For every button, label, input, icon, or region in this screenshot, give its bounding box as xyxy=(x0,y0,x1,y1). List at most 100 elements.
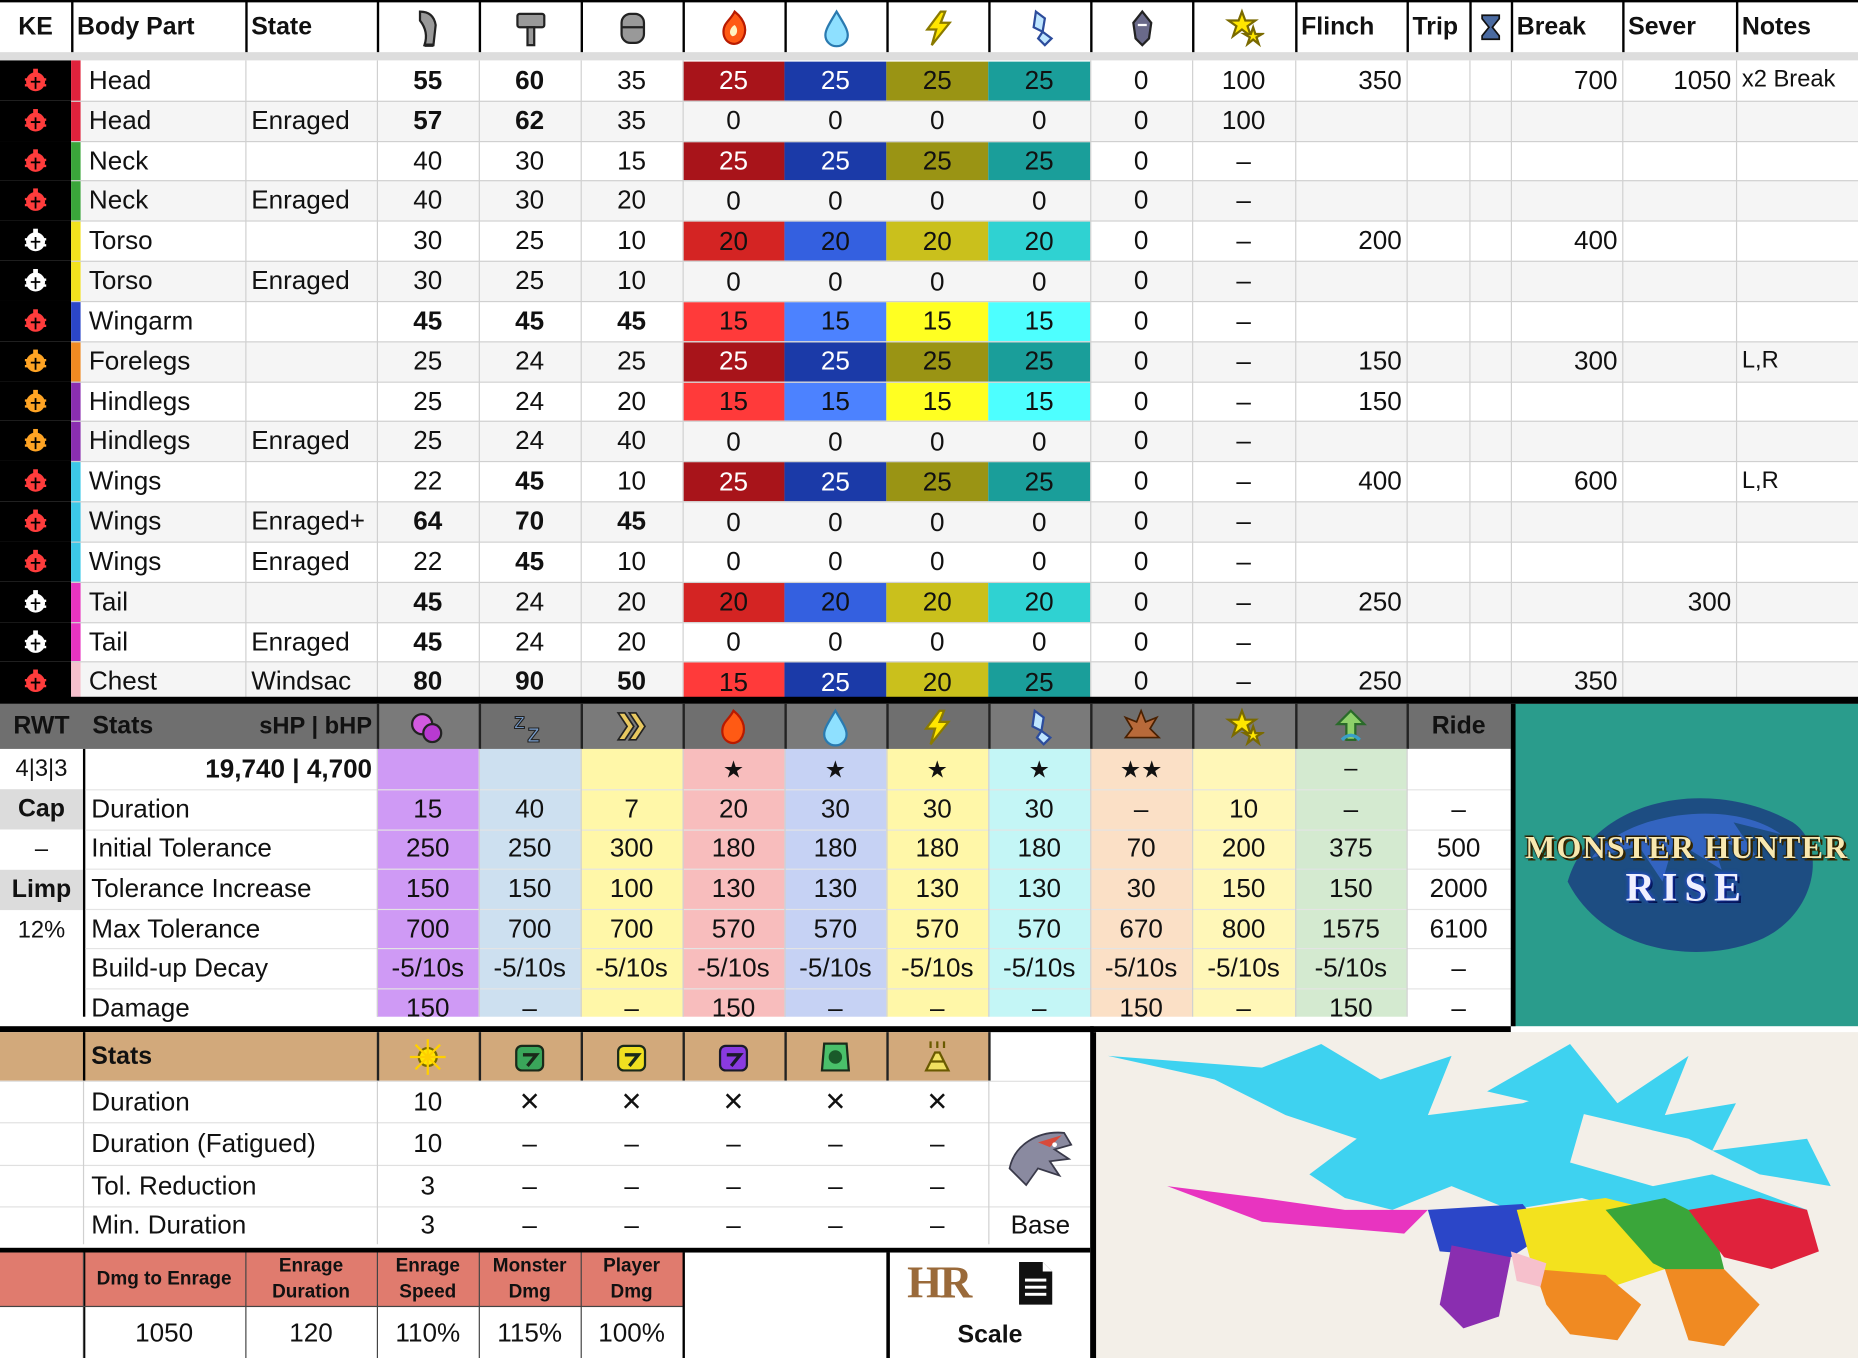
part-state: Enraged xyxy=(251,546,350,576)
blunt-value: 30 xyxy=(515,185,545,215)
trap-stat-value: ✕ xyxy=(620,1086,643,1116)
hourglass-value xyxy=(1469,381,1510,421)
stat-value: 130 xyxy=(711,873,756,903)
notes-value: L,R xyxy=(1741,467,1779,494)
weakness-indicator xyxy=(0,220,72,261)
shot-value: 45 xyxy=(617,506,647,536)
sever-threshold xyxy=(1622,101,1736,141)
trap-stat-value: 10 xyxy=(413,1128,443,1158)
sever-value: 25 xyxy=(413,425,443,456)
header-col-divider xyxy=(784,0,787,53)
stat-value: -5/10s xyxy=(493,952,566,983)
enrage-header: Enrage Duration xyxy=(272,1256,351,1303)
grid-line xyxy=(1510,60,1512,702)
trap-stat-value: – xyxy=(726,1170,741,1200)
hp-label: sHP | bHP xyxy=(259,712,373,739)
trip-value xyxy=(1407,301,1470,341)
hourglass-value xyxy=(1469,181,1510,221)
shot-value: 10 xyxy=(617,225,647,256)
stat-value: -5/10s xyxy=(1104,952,1178,983)
stat-value: 800 xyxy=(1221,913,1266,943)
sever-icon xyxy=(379,4,479,51)
fire-icon xyxy=(685,4,785,51)
stat-value: 570 xyxy=(813,913,858,943)
blunt-value: 45 xyxy=(515,465,545,496)
shock-trap-icon xyxy=(479,1032,581,1081)
grid-line xyxy=(85,988,1511,990)
grid-line xyxy=(580,748,582,1017)
header-col-divider xyxy=(886,703,889,749)
trip-value xyxy=(1407,622,1470,662)
trip-value xyxy=(1407,541,1470,581)
sever-value: 80 xyxy=(413,666,443,696)
stat-value: – xyxy=(1451,992,1466,1023)
trap-stat-label: Duration xyxy=(91,1086,190,1116)
header-notes: Notes xyxy=(1741,13,1812,41)
stat-value: 500 xyxy=(1436,833,1481,864)
thunder-value: 20 xyxy=(886,662,989,702)
stat-value: 150 xyxy=(507,873,552,903)
ke-red-icon xyxy=(24,469,47,493)
header-col-divider xyxy=(988,0,991,53)
sever-threshold: 1050 xyxy=(1673,65,1732,95)
notes-value: L,R xyxy=(1741,347,1779,374)
ke-red-icon xyxy=(24,669,47,693)
header-col-divider xyxy=(988,703,991,749)
body-part-name: Torso xyxy=(88,225,153,256)
thunder-value: 0 xyxy=(930,546,945,577)
header-trip: Trip xyxy=(1412,13,1459,41)
status-rating: ★ xyxy=(824,756,847,783)
header-flinch: Flinch xyxy=(1301,13,1375,41)
grid-line xyxy=(85,908,1511,910)
sever-icon xyxy=(418,10,437,47)
trip-value xyxy=(1407,181,1470,221)
document-icon[interactable] xyxy=(1017,1260,1060,1307)
water-value: 20 xyxy=(784,582,887,622)
stun-value: – xyxy=(1236,185,1251,215)
grid-line xyxy=(376,1252,378,1358)
grid-line xyxy=(478,748,480,1017)
part-color-stripe xyxy=(71,140,81,181)
sever-threshold xyxy=(1622,622,1736,662)
trap-stat-value: – xyxy=(624,1170,639,1200)
stat-value: – xyxy=(1236,992,1251,1023)
blunt-value: 24 xyxy=(515,626,545,656)
body-part-name: Neck xyxy=(88,185,149,215)
blunt-value: 60 xyxy=(515,65,545,95)
stat-value: 130 xyxy=(1017,873,1061,903)
table-row xyxy=(71,421,1858,462)
stun-value: – xyxy=(1236,465,1251,496)
notes-value xyxy=(1736,221,1856,261)
ke-white-icon xyxy=(24,269,47,292)
trap-stat-value: ✕ xyxy=(722,1086,745,1116)
flinch-value: 250 xyxy=(1358,586,1402,616)
thunder-value: 25 xyxy=(886,141,989,181)
table-row xyxy=(71,180,1858,221)
break-value xyxy=(1511,582,1622,622)
flinch-value xyxy=(1295,301,1406,341)
ice-icon xyxy=(1032,9,1054,47)
notes-value xyxy=(1736,421,1856,461)
stat-value: 150 xyxy=(406,873,450,903)
shot-value: 45 xyxy=(617,305,647,336)
rwt-value: 4|3|3 xyxy=(15,755,68,782)
header-col-divider xyxy=(784,703,787,749)
water-value: 25 xyxy=(784,662,887,702)
fire-value: 15 xyxy=(682,382,785,422)
stat-value: 150 xyxy=(1221,873,1266,903)
stat-value: 30 xyxy=(820,793,850,824)
hourglass-icon xyxy=(1481,14,1501,41)
grid-line xyxy=(71,581,1858,583)
stat-value: – xyxy=(1451,793,1466,824)
body-part-name: Wings xyxy=(88,546,162,576)
flinch-value xyxy=(1295,501,1406,541)
blunt-value: 25 xyxy=(515,225,545,256)
shot-icon xyxy=(620,12,646,45)
fire-value: 0 xyxy=(726,426,741,457)
trap-stat-value: – xyxy=(522,1128,537,1158)
part-color-stripe xyxy=(71,381,81,422)
break-value xyxy=(1511,101,1622,141)
part-state: Enraged xyxy=(251,265,350,296)
stun-value: – xyxy=(1236,586,1251,616)
shock-trap-icon xyxy=(515,1044,545,1071)
